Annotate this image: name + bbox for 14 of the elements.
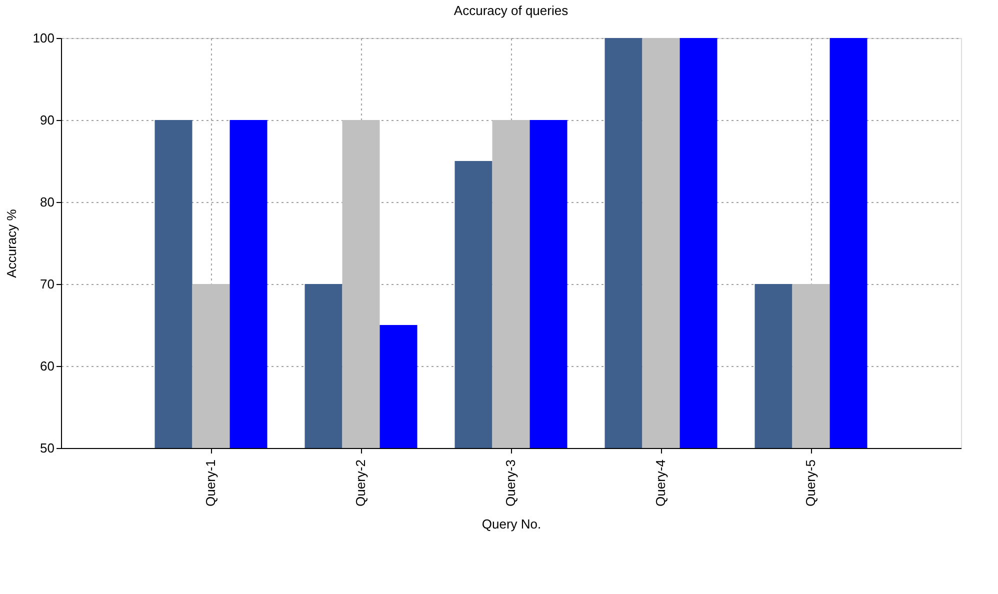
chart-title: Accuracy of queries bbox=[454, 3, 569, 18]
x-axis-title: Query No. bbox=[482, 516, 542, 532]
y-tick-label: 90 bbox=[40, 112, 54, 128]
y-tick-label: 70 bbox=[40, 276, 54, 292]
x-tick-label: Query-4 bbox=[653, 460, 668, 506]
y-tick-label: 80 bbox=[40, 194, 54, 210]
y-tick-label: 100 bbox=[32, 30, 54, 46]
y-tick-label: 50 bbox=[40, 440, 54, 456]
x-tick-label: Query-2 bbox=[353, 460, 368, 506]
x-tick-label: Query-1 bbox=[203, 460, 218, 506]
y-axis-title: Accuracy % bbox=[4, 208, 19, 278]
y-tick-label: 60 bbox=[40, 358, 54, 374]
x-tick-label: Query-5 bbox=[803, 460, 818, 506]
x-tick-label: Query-3 bbox=[503, 460, 518, 506]
